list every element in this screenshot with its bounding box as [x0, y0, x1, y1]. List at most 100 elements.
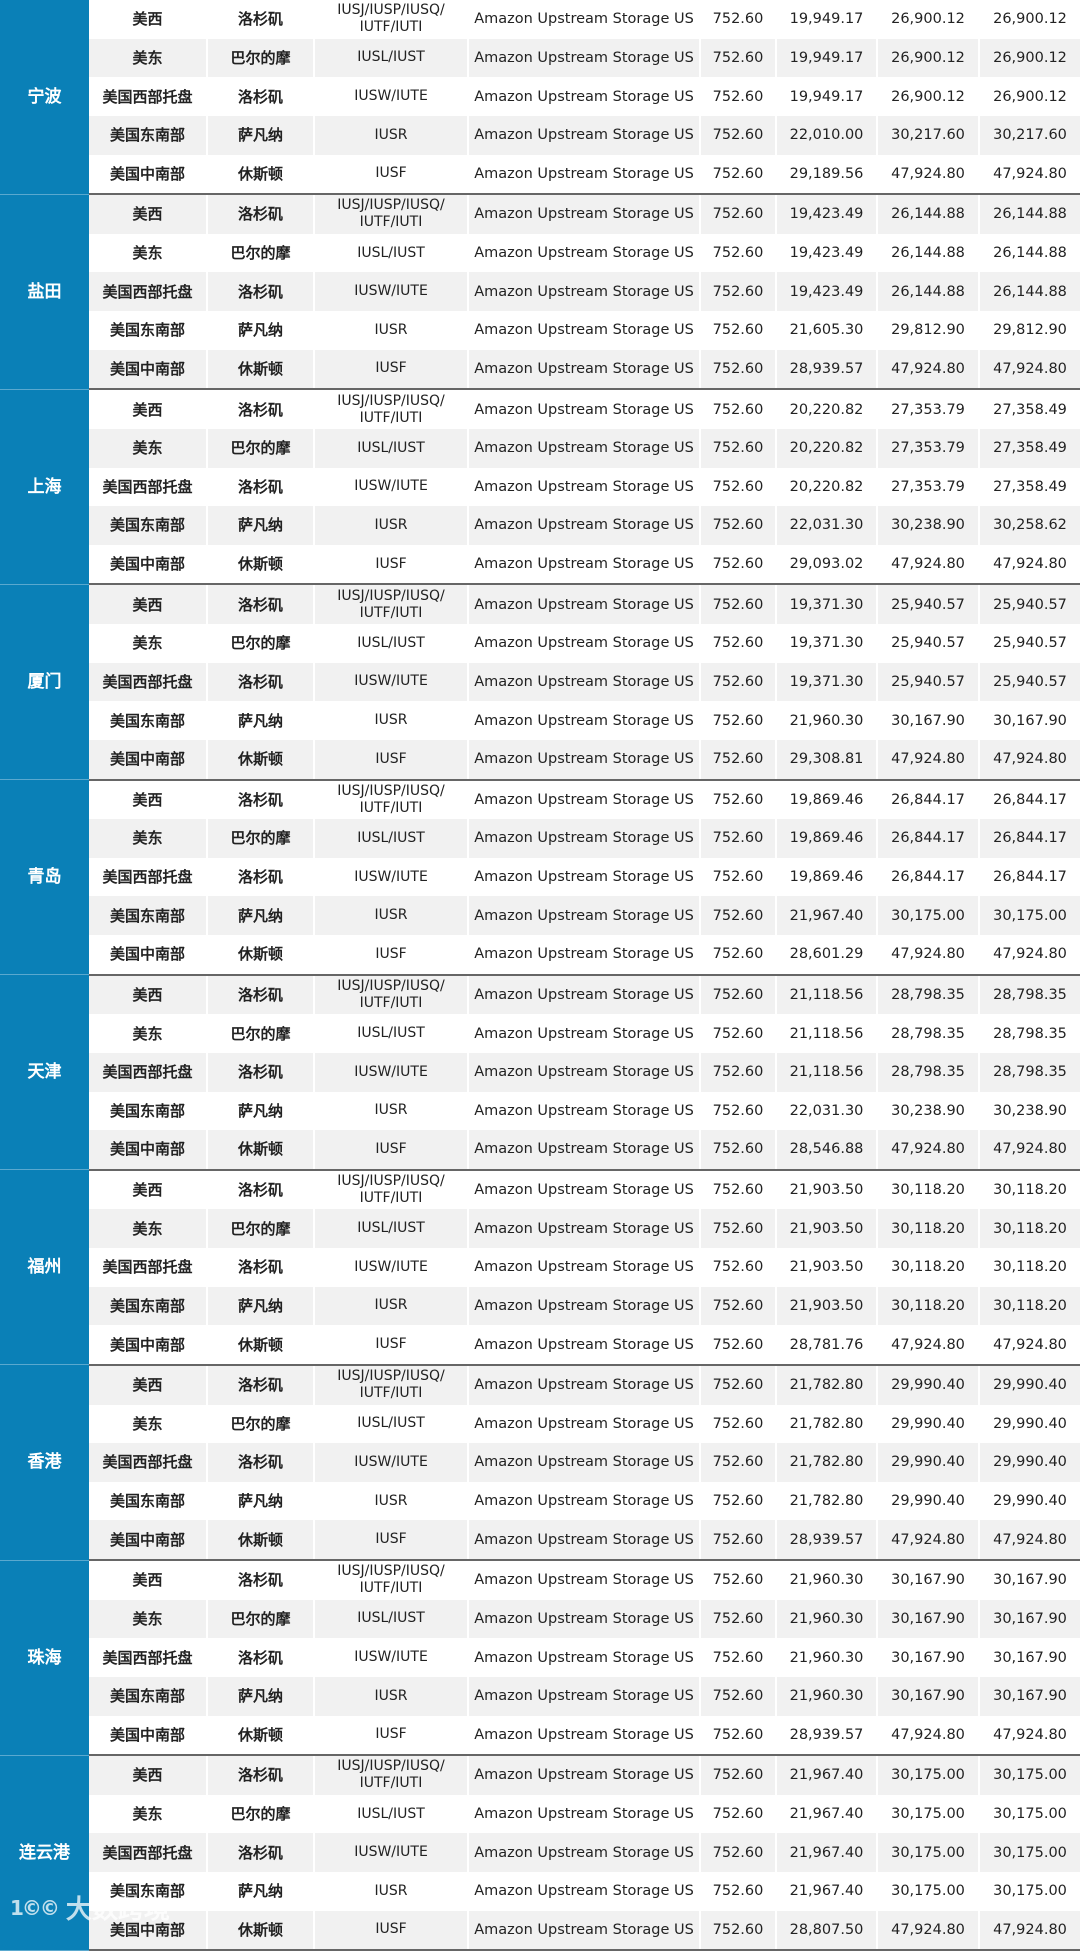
warehouse-code-cell: IUSF	[314, 935, 469, 976]
port-cell: 盐田	[0, 194, 89, 390]
warehouse-code-cell: IUSR	[314, 896, 469, 935]
price-a-cell: 752.60	[700, 857, 777, 897]
price-a-cell: 752.60	[700, 349, 777, 391]
warehouse-code-cell: IUSF	[314, 739, 469, 781]
price-a-cell: 752.60	[700, 233, 777, 273]
table-row: 美东 巴尔的摩 IUSL/IUST Amazon Upstream Storage U…	[0, 38, 1080, 78]
price-c-cell: 26,144.88	[877, 272, 980, 311]
warehouse-type-cell: Amazon Upstream Storage US	[468, 1794, 701, 1834]
city-cell: 巴尔的摩	[207, 428, 315, 468]
warehouse-code-cell: IUSW/IUTE	[314, 857, 469, 897]
price-a-cell: 752.60	[700, 1715, 777, 1757]
warehouse-code-cell: IUSR	[314, 311, 469, 350]
price-c-cell: 47,924.80	[877, 349, 980, 391]
price-c-cell: 30,175.00	[877, 1872, 980, 1911]
warehouse-type-cell: Amazon Upstream Storage US	[468, 1443, 701, 1482]
table-row: 美国东南部 萨凡纳 IUSR Amazon Upstream Storage US 75…	[0, 1676, 1080, 1716]
warehouse-code-cell: IUSL/IUST	[314, 1404, 469, 1444]
table-row: 美国中南部 休斯顿 IUSF Amazon Upstream Storage US 75…	[0, 349, 1080, 391]
warehouse-code-cell: IUSF	[314, 1130, 469, 1171]
region-cell: 美东	[89, 1014, 208, 1053]
price-d-cell: 29,812.90	[993, 322, 1067, 339]
region-cell: 美东	[89, 1209, 208, 1248]
warehouse-code-cell: IUSF	[314, 1715, 469, 1757]
port-cell: 珠海	[0, 1560, 89, 1756]
city-cell: 巴尔的摩	[207, 1014, 315, 1053]
table-row: 美国西部托盘 洛杉矶 IUSW/IUTE Amazon Upstream Storag…	[0, 662, 1080, 702]
warehouse-code-cell: IUSJ/IUSP/IUSQ/ IUTF/IUTI	[314, 0, 469, 39]
price-a-cell: 752.60	[700, 896, 777, 935]
city-cell: 洛杉矶	[207, 194, 315, 234]
price-c-cell: 29,990.40	[877, 1404, 980, 1444]
price-c-cell: 30,167.90	[877, 1560, 980, 1600]
price-c-cell: 25,940.57	[877, 624, 980, 663]
warehouse-code-cell: IUSR	[314, 1872, 469, 1911]
price-b-cell: 19,371.30	[776, 662, 878, 702]
table-row: 美国东南部 萨凡纳 IUSR Amazon Upstream Storage US 75…	[0, 311, 1080, 350]
price-b-cell: 21,782.80	[776, 1443, 878, 1482]
warehouse-type-cell: Amazon Upstream Storage US	[468, 1520, 701, 1561]
price-c-cell: 30,175.00	[877, 1794, 980, 1834]
city-cell: 巴尔的摩	[207, 233, 315, 273]
warehouse-code-cell: IUSR	[314, 1481, 469, 1521]
port-cell: 厦门	[0, 584, 89, 781]
price-a-cell: 752.60	[700, 1052, 777, 1092]
price-a-cell: 752.60	[700, 1599, 777, 1639]
table-row: 美国西部托盘 洛杉矶 IUSW/IUTE Amazon Upstream Storag…	[0, 1443, 1080, 1482]
warehouse-type-cell: Amazon Upstream Storage US	[468, 311, 701, 350]
price-d-cell: 47,924.80	[979, 544, 1080, 586]
price-a-cell: 752.60	[700, 467, 777, 507]
price-a-cell: 752.60	[700, 1755, 777, 1795]
price-b-cell: 20,220.82	[776, 389, 878, 429]
table-row: 美东 巴尔的摩 IUSL/IUST Amazon Upstream Storage U…	[0, 1404, 1080, 1444]
price-d-cell: 26,844.17	[979, 819, 1080, 858]
table-row: 美东 巴尔的摩 IUSL/IUST Amazon Upstream Storage U…	[0, 233, 1080, 273]
price-c-cell: 47,924.80	[877, 1325, 980, 1366]
city-cell: 洛杉矶	[207, 1169, 315, 1210]
warehouse-code-cell: IUSF	[314, 1910, 469, 1951]
warehouse-type-cell: Amazon Upstream Storage US	[468, 349, 701, 391]
city-cell: 休斯顿	[207, 1325, 315, 1366]
price-a-cell: 752.60	[700, 428, 777, 468]
city-cell: 萨凡纳	[207, 1872, 315, 1911]
price-c-cell: 29,990.40	[877, 1443, 980, 1482]
warehouse-code-cell: IUSJ/IUSP/IUSQ/ IUTF/IUTI	[314, 584, 469, 624]
warehouse-type-cell: Amazon Upstream Storage US	[468, 974, 701, 1015]
region-cell: 美国东南部	[89, 1481, 208, 1521]
price-b-cell: 21,960.30	[776, 1599, 878, 1639]
city-cell: 巴尔的摩	[207, 819, 315, 858]
price-c-cell: 47,924.80	[877, 154, 980, 196]
port-cell: 青岛	[0, 779, 89, 976]
region-cell: 美国东南部	[89, 701, 208, 740]
warehouse-code-cell: IUSF	[314, 154, 469, 196]
table-row: 美国东南部 萨凡纳 IUSR Amazon Upstream Storage US 75…	[0, 506, 1080, 545]
warehouse-code-cell: IUSW/IUTE	[314, 1833, 469, 1872]
price-b-cell: 29,189.56	[776, 154, 878, 196]
warehouse-type-cell: Amazon Upstream Storage US	[468, 584, 701, 624]
warehouse-code-cell: IUSL/IUST	[314, 38, 469, 78]
city-cell: 洛杉矶	[207, 77, 315, 116]
price-a-cell: 752.60	[700, 701, 777, 740]
price-b-cell: 21,782.80	[776, 1404, 878, 1444]
city-cell: 休斯顿	[207, 544, 315, 586]
region-cell: 美国西部托盘	[89, 1443, 208, 1482]
warehouse-code-cell: IUSW/IUTE	[314, 467, 469, 507]
city-cell: 洛杉矶	[207, 467, 315, 507]
table-row: 美国中南部 休斯顿 IUSF Amazon Upstream Storage US 75…	[0, 935, 1080, 976]
price-a-cell: 752.60	[700, 506, 777, 545]
warehouse-type-cell: Amazon Upstream Storage US	[468, 467, 701, 507]
price-b-cell: 21,118.56	[776, 974, 878, 1015]
warehouse-type-cell: Amazon Upstream Storage US	[468, 857, 701, 897]
region-cell: 美东	[89, 1794, 208, 1834]
warehouse-code-cell: IUSW/IUTE	[314, 1443, 469, 1482]
price-b-cell: 21,960.30	[776, 701, 878, 740]
price-a-cell: 752.60	[700, 624, 777, 663]
city-cell: 洛杉矶	[207, 272, 315, 311]
price-d-cell: 47,924.80	[979, 1910, 1080, 1951]
warehouse-code-cell: IUSF	[314, 349, 469, 391]
warehouse-code-cell: IUSJ/IUSP/IUSQ/ IUTF/IUTI	[314, 1169, 469, 1210]
city-cell: 休斯顿	[207, 1130, 315, 1171]
warehouse-type-cell: Amazon Upstream Storage US	[468, 1481, 701, 1521]
region-cell: 美国西部托盘	[89, 1833, 208, 1872]
